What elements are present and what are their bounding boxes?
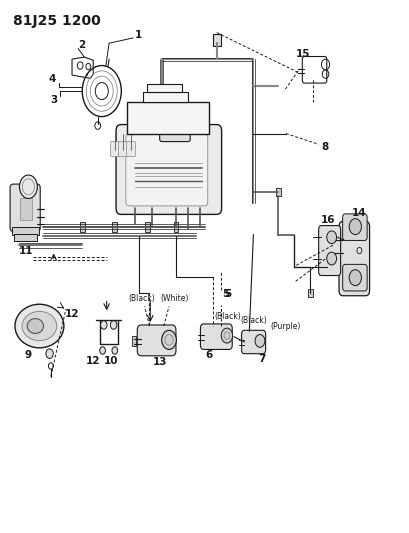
Circle shape bbox=[349, 219, 362, 235]
Bar bbox=[112, 222, 117, 232]
FancyBboxPatch shape bbox=[127, 142, 136, 157]
Ellipse shape bbox=[22, 311, 57, 341]
Text: 7: 7 bbox=[259, 354, 266, 364]
Text: (Black): (Black) bbox=[215, 312, 242, 321]
FancyBboxPatch shape bbox=[319, 225, 341, 276]
FancyBboxPatch shape bbox=[160, 123, 190, 142]
FancyBboxPatch shape bbox=[126, 134, 208, 206]
Text: 5: 5 bbox=[225, 289, 232, 299]
Text: 10: 10 bbox=[103, 356, 118, 366]
FancyBboxPatch shape bbox=[242, 330, 265, 354]
Circle shape bbox=[101, 321, 107, 329]
Circle shape bbox=[100, 347, 106, 354]
Bar bbox=[308, 289, 313, 297]
Circle shape bbox=[110, 321, 117, 329]
Text: 81J25 1200: 81J25 1200 bbox=[13, 14, 101, 28]
FancyBboxPatch shape bbox=[10, 184, 40, 231]
Text: 3: 3 bbox=[50, 94, 58, 104]
Bar bbox=[14, 233, 36, 241]
Text: 8: 8 bbox=[321, 142, 328, 152]
Bar bbox=[147, 84, 182, 92]
Circle shape bbox=[20, 175, 37, 198]
Ellipse shape bbox=[27, 319, 43, 334]
Bar bbox=[213, 34, 221, 46]
Circle shape bbox=[327, 231, 337, 244]
Text: 2: 2 bbox=[79, 40, 86, 50]
FancyBboxPatch shape bbox=[119, 142, 128, 157]
Circle shape bbox=[349, 270, 362, 286]
FancyBboxPatch shape bbox=[116, 125, 222, 214]
Circle shape bbox=[327, 252, 337, 265]
Bar bbox=[145, 222, 150, 232]
Text: (Black): (Black) bbox=[240, 316, 267, 325]
Text: 11: 11 bbox=[19, 246, 34, 255]
Circle shape bbox=[112, 347, 118, 354]
Text: (Black): (Black) bbox=[128, 294, 155, 303]
Bar bbox=[173, 222, 178, 232]
Text: 9: 9 bbox=[25, 350, 31, 360]
Text: 6: 6 bbox=[206, 350, 213, 360]
Bar bbox=[133, 336, 136, 346]
Circle shape bbox=[162, 330, 176, 350]
FancyBboxPatch shape bbox=[339, 221, 370, 296]
Ellipse shape bbox=[15, 304, 64, 348]
Bar bbox=[12, 227, 38, 235]
FancyBboxPatch shape bbox=[137, 325, 176, 356]
Text: 12: 12 bbox=[65, 309, 79, 319]
FancyBboxPatch shape bbox=[343, 214, 367, 240]
Text: 16: 16 bbox=[320, 215, 335, 225]
Bar bbox=[276, 188, 281, 196]
Text: 15: 15 bbox=[296, 49, 310, 59]
Text: (White): (White) bbox=[161, 294, 189, 303]
Text: 14: 14 bbox=[352, 208, 367, 219]
Text: 4: 4 bbox=[48, 75, 56, 84]
Text: 5: 5 bbox=[222, 289, 229, 299]
Circle shape bbox=[221, 328, 233, 343]
Text: 12: 12 bbox=[86, 356, 101, 366]
FancyBboxPatch shape bbox=[110, 142, 119, 157]
FancyBboxPatch shape bbox=[200, 324, 232, 350]
Circle shape bbox=[46, 349, 53, 359]
Bar bbox=[127, 102, 209, 134]
Bar bbox=[20, 198, 32, 220]
Text: 1: 1 bbox=[135, 30, 142, 41]
Bar bbox=[144, 92, 188, 102]
Text: 13: 13 bbox=[153, 357, 167, 367]
Bar bbox=[80, 222, 85, 232]
Circle shape bbox=[255, 335, 265, 348]
Text: (Purple): (Purple) bbox=[270, 321, 300, 330]
FancyBboxPatch shape bbox=[343, 264, 367, 291]
